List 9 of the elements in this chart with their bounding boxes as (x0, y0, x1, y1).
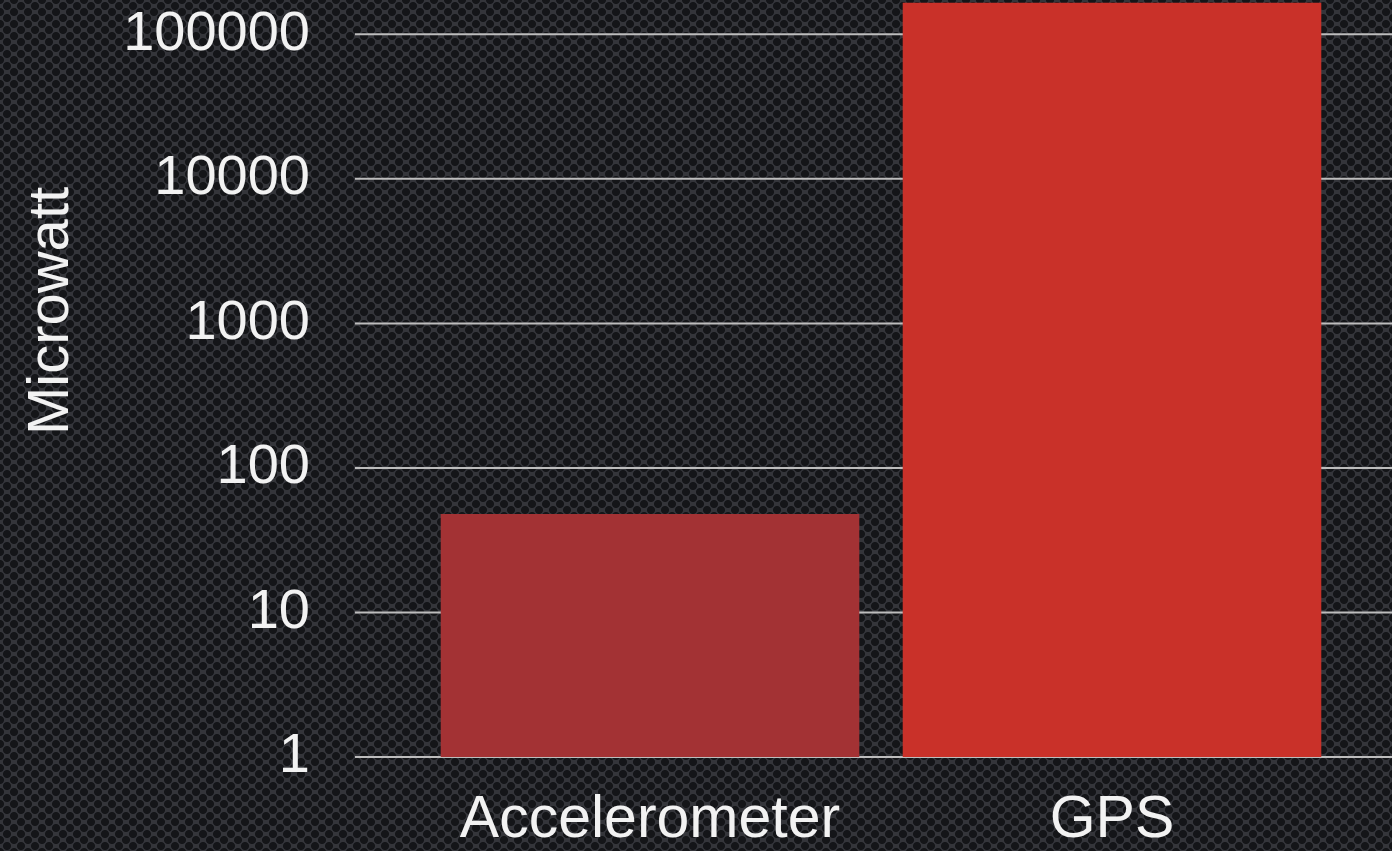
y-axis-title: Microwatt (15, 186, 80, 436)
x-tick-label: GPS (1049, 783, 1175, 850)
x-tick-label: Accelerometer (459, 783, 841, 850)
y-tick-label: 1 (278, 721, 310, 785)
y-tick-label: 100 (216, 432, 310, 496)
y-tick-label: 1000 (185, 287, 310, 351)
y-tick-label: 10000 (154, 143, 310, 207)
y-tick-label: 100000 (123, 0, 310, 62)
y-tick-label: 10 (247, 576, 310, 640)
